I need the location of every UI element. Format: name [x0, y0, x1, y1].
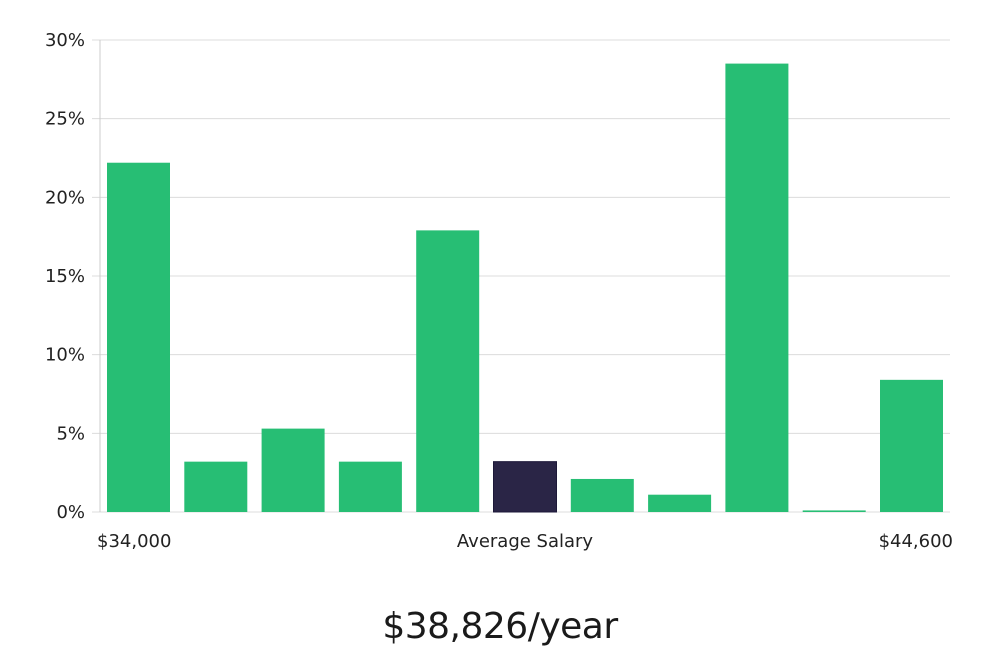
y-tick-label: 15% — [45, 266, 85, 287]
bar — [261, 428, 325, 512]
x-center-label: Average Salary — [457, 531, 594, 552]
bar — [184, 461, 248, 512]
bar-average-salary — [493, 461, 557, 513]
y-axis-ticks: 0% 5% 10% 15% 20% 25% 30% — [45, 30, 85, 523]
y-tick-label: 25% — [45, 109, 85, 130]
bar — [570, 478, 634, 512]
y-tick-label: 30% — [45, 30, 85, 51]
x-min-label: $34,000 — [97, 531, 171, 552]
bar — [107, 162, 170, 512]
bar — [880, 379, 943, 512]
y-tick-label: 10% — [45, 345, 85, 366]
y-tick-label: 0% — [56, 502, 85, 523]
bar — [648, 494, 712, 512]
y-tick-label: 20% — [45, 187, 85, 208]
x-max-label: $44,600 — [879, 531, 953, 552]
bar — [338, 461, 402, 512]
grid-lines — [92, 39, 950, 513]
bars — [107, 63, 943, 513]
average-salary-headline: $38,826/year — [382, 606, 618, 647]
y-tick-label: 5% — [56, 423, 85, 444]
bar — [725, 63, 789, 512]
bar — [416, 230, 480, 512]
bar — [802, 510, 866, 512]
